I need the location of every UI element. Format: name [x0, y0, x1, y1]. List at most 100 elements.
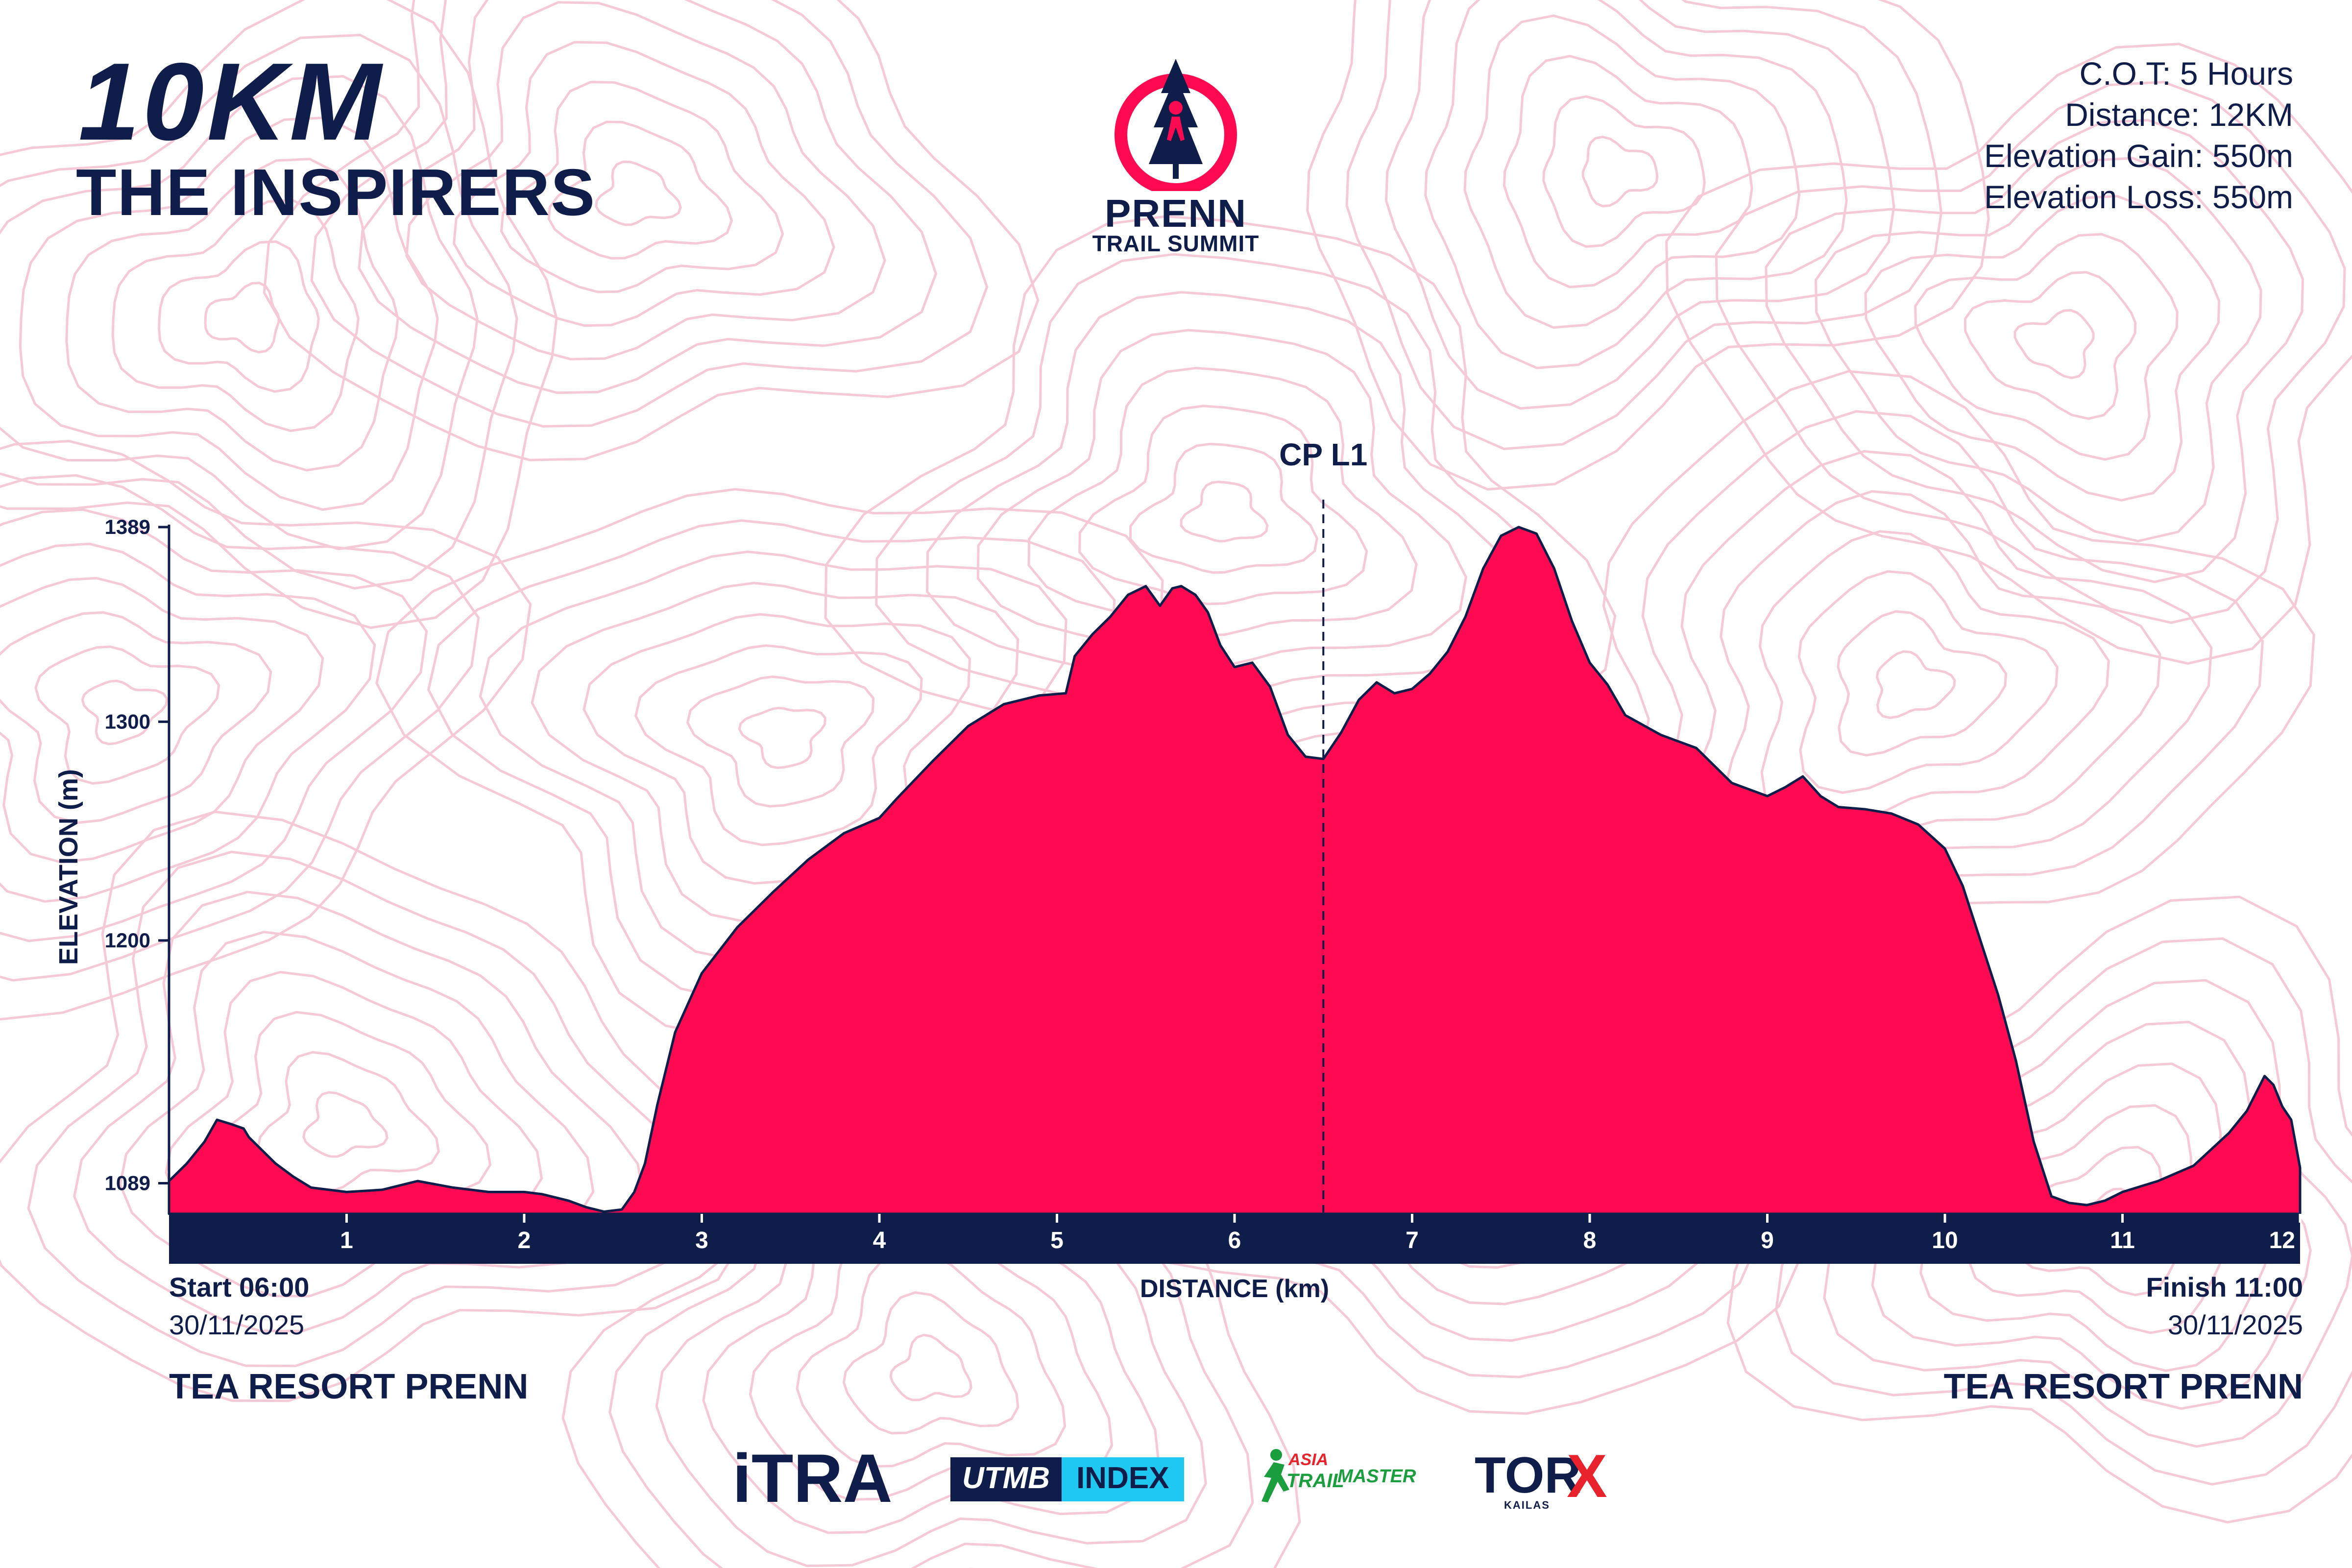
contour-line-5 — [0, 75, 479, 551]
contour-line-34 — [1914, 233, 2179, 461]
contour-line-82 — [0, 611, 272, 824]
contour-line-8 — [595, 160, 682, 226]
contour-line-38 — [1715, 80, 2346, 624]
checkpoint-label: CP L1 — [1279, 437, 1367, 472]
contour-line-0 — [204, 282, 280, 354]
contour-line-76 — [1720, 490, 2161, 869]
kailas-text: KAILAS — [1504, 1499, 1550, 1511]
spec-elevation-loss: Elevation Loss: 550m — [1984, 179, 2293, 215]
y-tick-label-1200: 1200 — [105, 929, 150, 952]
race-name-title: THE INSPIRERS — [76, 155, 596, 229]
contour-line-33 — [1964, 271, 2137, 420]
contour-line-35 — [1864, 194, 2221, 502]
contour-line-4 — [19, 116, 439, 511]
contour-line-1 — [158, 240, 320, 393]
x-tick-label-6: 6 — [1228, 1228, 1241, 1254]
y-tick-label-1389: 1389 — [105, 515, 150, 538]
torx-logo: TOR X KAILAS — [1475, 1446, 1631, 1514]
contour-line-80 — [81, 679, 169, 746]
contour-line-3 — [65, 158, 399, 472]
trail-runner-logo-icon — [1115, 59, 1237, 196]
x-tick-label-7: 7 — [1406, 1228, 1419, 1254]
contour-line-75 — [1758, 530, 2110, 832]
runner-icon — [1261, 1449, 1289, 1502]
utmb-index-logo: UTMB INDEX — [950, 1457, 1184, 1501]
torx-text: TOR — [1475, 1447, 1581, 1504]
contour-line-37 — [1765, 119, 2304, 583]
x-tick-label-12: 12 — [2269, 1228, 2295, 1254]
contour-line-25 — [1542, 95, 1706, 248]
x-tick-label-10: 10 — [1932, 1228, 1958, 1254]
trail-text: TRAIL — [1286, 1470, 1344, 1492]
x-tick-label-9: 9 — [1761, 1228, 1774, 1254]
contour-line-29 — [1384, 0, 1895, 410]
contour-line-39 — [1665, 43, 2352, 665]
contour-line-20 — [976, 329, 1468, 668]
utmb-index-text: INDEX — [1062, 1457, 1184, 1501]
x-tick-label-1: 1 — [340, 1228, 353, 1254]
contour-line-26 — [1503, 54, 1753, 289]
contour-line-50 — [796, 1248, 1067, 1468]
x-axis-label: DISTANCE (km) — [1140, 1275, 1329, 1303]
contour-line-32 — [2013, 309, 2095, 379]
brand-subtitle: TRAIL SUMMIT — [1092, 231, 1260, 256]
finish-time: Finish 11:00 — [2146, 1272, 2303, 1303]
contour-line-28 — [1424, 0, 1848, 369]
contour-line-12 — [405, 1, 886, 361]
contour-line-88 — [738, 706, 826, 769]
x-tick-label-11: 11 — [2110, 1228, 2135, 1254]
y-axis-label: ELEVATION (m) — [54, 769, 83, 965]
contour-line-74 — [1797, 570, 2059, 794]
x-tick-label-5: 5 — [1050, 1228, 1064, 1254]
contour-line-36 — [1814, 157, 2262, 543]
contour-line-87 — [0, 439, 532, 1021]
x-tick-label-4: 4 — [873, 1228, 886, 1254]
contour-line-13 — [358, 0, 938, 394]
contour-line-81 — [34, 645, 220, 785]
utmb-text: UTMB — [950, 1457, 1062, 1501]
start-location: TEA RESORT PRENN — [169, 1367, 529, 1406]
brand-name: PRENN — [1104, 192, 1247, 235]
elevation-area-series — [168, 526, 2302, 1215]
contour-line-78 — [1641, 410, 2264, 944]
contour-line-21 — [925, 291, 1517, 700]
x-tick-label-8: 8 — [1583, 1228, 1597, 1254]
contour-line-84 — [0, 542, 376, 903]
torx-x-text: X — [1567, 1443, 1607, 1510]
contour-line-15 — [263, 0, 1040, 461]
contour-line-9 — [547, 121, 733, 260]
contour-line-27 — [1463, 14, 1801, 329]
contour-line-90 — [634, 644, 923, 846]
contour-line-89 — [686, 675, 875, 808]
contour-line-14 — [310, 0, 989, 428]
spec-cot: C.O.T: 5 Hours — [2079, 55, 2293, 92]
contour-line-46 — [27, 850, 698, 1368]
prenn-logo — [1102, 54, 1249, 196]
contour-line-19 — [1027, 366, 1418, 637]
contour-line-24 — [1581, 135, 1659, 208]
contour-line-40 — [302, 1091, 388, 1158]
start-date: 30/11/2025 — [169, 1309, 305, 1340]
contour-line-77 — [1680, 450, 2213, 906]
itra-logo-text: iTRA — [732, 1440, 893, 1517]
finish-location: TEA RESORT PRENN — [1943, 1367, 2303, 1406]
contour-line-41 — [256, 1051, 440, 1193]
contour-line-17 — [1129, 442, 1318, 574]
x-tick-label-3: 3 — [695, 1228, 708, 1254]
contour-line-85 — [0, 508, 428, 942]
contour-line-86 — [0, 474, 480, 982]
contour-line-2 — [111, 199, 360, 433]
contour-line-16 — [1180, 481, 1269, 543]
contour-line-48 — [889, 1333, 972, 1401]
x-tick-label-2: 2 — [518, 1228, 531, 1254]
contour-line-79 — [1602, 370, 2315, 981]
contour-line-18 — [1078, 405, 1368, 605]
contour-line-49 — [842, 1291, 1019, 1435]
y-tick-label-1300: 1300 — [105, 710, 150, 733]
master-text: MASTER — [1337, 1466, 1416, 1487]
contour-line-6 — [0, 33, 518, 590]
contour-line-73 — [1837, 610, 2008, 757]
asia-text: ASIA — [1288, 1450, 1329, 1469]
contour-line-7 — [0, 0, 558, 629]
